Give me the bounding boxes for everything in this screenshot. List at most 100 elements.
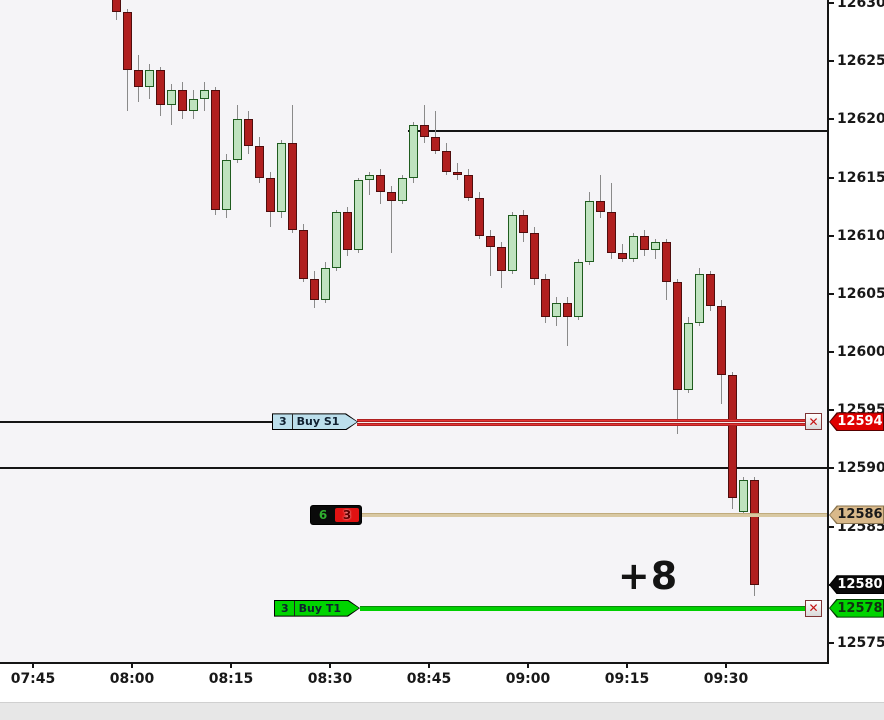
y-axis-tick: [827, 292, 834, 295]
x-axis-tick: [428, 663, 430, 668]
candle-wick: [423, 104, 425, 143]
candle-body: [518, 215, 528, 233]
x-axis-label: 09:00: [505, 671, 551, 687]
plot-area: [0, 0, 829, 664]
x-axis-tick: [230, 663, 232, 668]
entry-level-left-segment-line: [0, 420, 272, 423]
candle-body: [639, 235, 649, 251]
x-axis-tick: [131, 663, 133, 668]
candle-body: [353, 180, 363, 251]
candle-body: [727, 375, 737, 498]
candle-body: [397, 177, 407, 201]
candle-body: [617, 253, 627, 259]
candle-body: [463, 174, 473, 198]
x-axis-label: 07:45: [10, 671, 56, 687]
candle-wick: [599, 174, 601, 219]
candle-body: [243, 119, 253, 146]
buy-stop-order-line[interactable]: [357, 418, 806, 426]
candle-body: [408, 125, 418, 178]
y-axis-label: 12575: [837, 634, 884, 651]
buy-target-tag[interactable]: 3 Buy T1: [274, 599, 360, 617]
target-price-tag: 12578: [829, 598, 884, 618]
entry-price-tag: 12586: [829, 505, 884, 525]
target-qty: 3: [275, 600, 295, 616]
candle-wick: [390, 186, 392, 254]
close-icon: ✕: [808, 601, 819, 616]
candle-body: [177, 90, 187, 111]
candle-body: [584, 200, 594, 262]
y-axis-tick: [827, 118, 834, 121]
candle-wick: [368, 171, 370, 195]
stop-qty: 3: [273, 414, 293, 430]
candle-body: [474, 197, 484, 236]
position-marker[interactable]: 6 3: [310, 504, 362, 525]
candle-body: [430, 136, 440, 152]
close-target-order-button[interactable]: ✕: [805, 599, 822, 617]
candle-body: [309, 279, 319, 300]
position-profit-value: 6: [318, 507, 328, 522]
candle-body: [419, 125, 429, 137]
candle-body: [375, 174, 385, 193]
candle-body: [573, 261, 583, 318]
candle-body: [738, 480, 748, 513]
y-axis-tick: [827, 525, 834, 528]
candle-body: [529, 232, 539, 280]
candle-body: [650, 241, 660, 251]
x-axis-label: 08:00: [109, 671, 155, 687]
candle-body: [166, 90, 176, 105]
x-axis-tick: [626, 663, 628, 668]
candle-wick: [456, 162, 458, 181]
y-axis-tick: [827, 351, 834, 354]
candle-body: [210, 90, 220, 210]
x-axis-tick: [725, 663, 727, 668]
candle-body: [386, 192, 396, 201]
candle-body: [364, 174, 374, 181]
candle-body: [672, 282, 682, 390]
y-axis-label: 12600: [837, 344, 884, 361]
candle-wick: [566, 296, 568, 347]
candle-body: [122, 11, 132, 70]
candle-body: [276, 142, 286, 213]
y-axis-tick: [827, 176, 834, 179]
y-axis-label: 12625: [837, 53, 884, 70]
candle-body: [342, 212, 352, 251]
candle-wick: [434, 110, 436, 155]
candle-body: [661, 241, 671, 283]
candle-body: [221, 160, 231, 210]
candle-body: [628, 235, 638, 259]
candle-body: [540, 279, 550, 318]
candle-body: [232, 119, 242, 161]
candle-body: [606, 212, 616, 254]
x-axis-label: 09:30: [703, 671, 749, 687]
candle-wick: [489, 229, 491, 277]
horizontal-scrollbar[interactable]: [0, 702, 884, 720]
x-axis-label: 09:15: [604, 671, 650, 687]
buy-target-order-line[interactable]: [360, 606, 806, 612]
close-stop-order-button[interactable]: ✕: [805, 413, 822, 431]
candle-body: [507, 215, 517, 271]
y-axis-tick: [827, 409, 834, 412]
y-axis-label: 12630: [837, 0, 884, 11]
y-axis-label: 12610: [837, 227, 884, 244]
entry-price-line[interactable]: [362, 513, 827, 518]
candle-body: [705, 273, 715, 306]
x-axis-label: 08:45: [406, 671, 452, 687]
x-axis-tick: [32, 663, 34, 668]
y-axis-label: 12605: [837, 285, 884, 302]
x-axis-label: 08:30: [307, 671, 353, 687]
y-axis-tick: [827, 2, 834, 4]
candle-body: [716, 305, 726, 376]
y-axis-tick: [827, 60, 834, 63]
resistance-12619-line: [408, 129, 827, 132]
candle-body: [111, 0, 121, 12]
candle-body: [265, 177, 275, 213]
candle-body: [287, 142, 297, 230]
pnl-annotation: +8: [617, 554, 679, 598]
x-axis-label: 08:15: [208, 671, 254, 687]
candle-body: [749, 480, 759, 585]
candle-body: [199, 90, 209, 99]
y-axis-tick: [827, 641, 834, 644]
buy-stop-tag[interactable]: 3 Buy S1: [272, 413, 358, 431]
candle-body: [298, 229, 308, 280]
